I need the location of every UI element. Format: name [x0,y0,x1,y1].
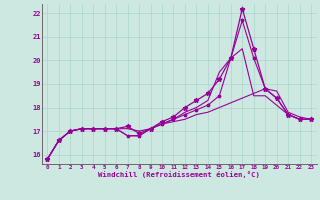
X-axis label: Windchill (Refroidissement éolien,°C): Windchill (Refroidissement éolien,°C) [98,171,260,178]
